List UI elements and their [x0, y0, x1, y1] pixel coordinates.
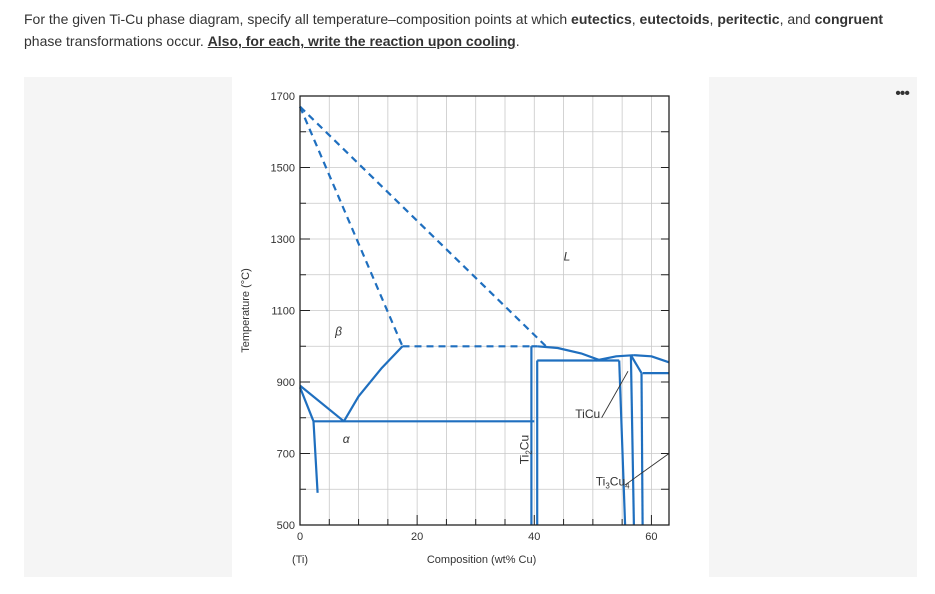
- x-tick-label: 40: [528, 531, 540, 543]
- question-part2: phase transformations occur.: [24, 33, 208, 49]
- phase-label-1: β: [334, 325, 342, 339]
- y-tick-label: 1100: [271, 306, 295, 318]
- phase-labels: Lβ α Ti2Cu TiCu Ti3Cu4: [334, 249, 630, 490]
- boundary-ticu-ti3cu4-join: [629, 354, 643, 374]
- x-tick-label: 60: [645, 531, 657, 543]
- y-tick-label: 1300: [271, 234, 295, 246]
- separator: ,: [631, 11, 640, 27]
- y-tick-label: 1500: [271, 163, 295, 175]
- question-end: .: [515, 33, 520, 49]
- term-peritectic: peritectic: [717, 11, 780, 27]
- phase-label-0: L: [564, 249, 571, 263]
- separator: , and: [779, 11, 815, 27]
- boundary-beta-alpha-left: [299, 384, 345, 423]
- boundary-ticu-liquidus-left: [595, 354, 634, 362]
- x-axis-label: Composition (wt% Cu): [427, 554, 536, 566]
- y-tick-label: 500: [277, 520, 295, 532]
- x-sub-label: (Ti): [292, 554, 308, 566]
- boundary-beta-solidus: [298, 106, 404, 347]
- separator: ,: [709, 11, 718, 27]
- term-eutectoids: eutectoids: [639, 11, 710, 27]
- question-text: For the given Ti-Cu phase diagram, speci…: [24, 8, 904, 52]
- question-part1: For the given Ti-Cu phase diagram, speci…: [24, 11, 572, 27]
- left-side-panel: [24, 77, 232, 577]
- y-tick-label: 1700: [271, 91, 295, 103]
- y-tick-label: 700: [277, 449, 295, 461]
- term-congruent: congruent: [814, 11, 884, 27]
- phase-boundaries: [298, 105, 670, 526]
- y-axis-label: Temperature (°C): [240, 268, 252, 352]
- boundary-alpha-solvus: [298, 386, 319, 493]
- leader-line: [624, 453, 670, 486]
- phase-label-3: Ti2Cu: [517, 435, 533, 464]
- phase-label-2: α: [343, 432, 351, 446]
- right-side-panel: •••: [709, 77, 917, 577]
- question-instruction: Also, for each, write the reaction upon …: [207, 33, 516, 49]
- phase-label-4: TiCu: [575, 407, 600, 421]
- boundary-ti3cu4-liquidus: [633, 354, 670, 364]
- boundary-beta-eutectoid-boundary: [342, 345, 404, 422]
- more-options-icon[interactable]: •••: [895, 85, 910, 102]
- phase-diagram-chart: Lβ α Ti2Cu TiCu Ti3Cu4 500 700 900 1100 1300 1500…: [240, 91, 670, 566]
- axis-labels: 500 700 900 1100 1300 1500 1700 0 20 40 60 (Ti) Comp…: [240, 91, 658, 566]
- leader-line: [601, 371, 629, 418]
- x-tick-label: 20: [411, 531, 423, 543]
- y-tick-label: 900: [277, 377, 295, 389]
- boundary-ti3cu4-left: [640, 373, 644, 526]
- x-tick-label: 0: [297, 531, 303, 543]
- boundary-liquidus-L-ti2cu: [537, 345, 600, 361]
- boundary-ticu-left: [618, 360, 627, 526]
- axis-ticks: [300, 131, 669, 525]
- phase-label-5: Ti3Cu4: [596, 475, 630, 491]
- term-eutectics: eutectics: [571, 11, 632, 27]
- boundary-beta-liquidus: [299, 105, 547, 348]
- boundary-ticu-right: [629, 355, 635, 526]
